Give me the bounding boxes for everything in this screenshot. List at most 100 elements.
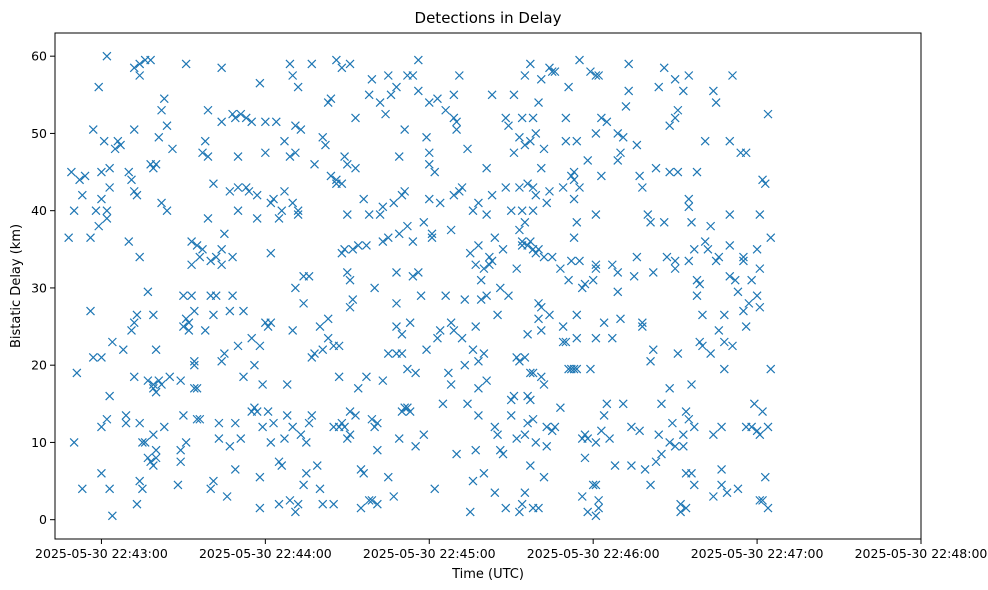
data-point <box>706 349 716 359</box>
data-point <box>80 171 90 181</box>
data-point <box>684 256 694 266</box>
data-point <box>482 163 492 173</box>
data-point <box>547 252 557 262</box>
data-point <box>214 434 224 443</box>
data-point <box>687 380 696 389</box>
data-point <box>596 113 606 123</box>
data-point <box>148 383 158 393</box>
data-point <box>438 399 448 409</box>
y-tick-label: 20 <box>31 358 47 373</box>
data-point <box>700 136 710 146</box>
data-point <box>640 465 650 474</box>
data-point <box>211 291 221 301</box>
data-point <box>501 183 511 192</box>
data-point <box>520 488 530 498</box>
data-point <box>206 256 216 266</box>
data-point <box>561 337 571 347</box>
data-point <box>504 291 513 301</box>
data-point <box>490 233 500 243</box>
data-point <box>517 237 527 247</box>
data-point <box>260 117 270 127</box>
data-point <box>304 418 314 428</box>
data-point <box>293 82 303 92</box>
data-point <box>129 63 139 73</box>
data-point <box>536 302 546 312</box>
data-point <box>692 291 702 301</box>
data-point <box>241 113 251 123</box>
data-point <box>269 418 278 428</box>
data-point <box>572 333 582 343</box>
data-point <box>542 198 552 208</box>
data-point <box>670 264 680 274</box>
data-point <box>94 221 104 231</box>
data-point <box>118 345 128 355</box>
data-point <box>394 229 404 239</box>
data-point <box>340 422 350 432</box>
data-point <box>222 492 232 501</box>
data-point <box>725 136 735 146</box>
data-point <box>449 325 459 335</box>
data-point <box>247 117 257 127</box>
data-point <box>419 217 429 227</box>
data-point <box>192 383 202 393</box>
data-point <box>151 345 161 355</box>
data-point <box>457 183 467 192</box>
data-point <box>517 113 527 123</box>
data-point <box>315 484 325 494</box>
data-point <box>484 260 494 270</box>
x-tick-label: 2025-05-30 22:46:00 <box>527 546 660 561</box>
data-point <box>386 90 396 100</box>
data-point <box>413 55 423 65</box>
x-tick-label: 2025-05-30 22:47:00 <box>691 546 824 561</box>
data-point <box>187 260 197 270</box>
data-point <box>148 163 158 173</box>
data-point <box>545 186 554 196</box>
data-point <box>233 206 243 216</box>
data-point <box>211 252 221 262</box>
data-point <box>566 171 576 181</box>
data-point <box>318 499 328 509</box>
data-point <box>665 121 675 131</box>
data-point <box>255 472 265 482</box>
data-point <box>411 368 421 378</box>
data-point <box>514 183 524 192</box>
data-point <box>569 175 579 185</box>
data-point <box>695 279 705 289</box>
data-point <box>463 399 472 409</box>
x-tick-label: 2025-05-30 22:48:00 <box>855 546 988 561</box>
data-point <box>558 337 568 347</box>
data-point <box>86 306 95 316</box>
data-point <box>217 63 227 73</box>
data-point <box>97 422 106 432</box>
data-point <box>586 67 595 77</box>
data-point <box>700 237 710 247</box>
data-point <box>463 144 472 154</box>
data-point <box>359 468 369 478</box>
data-point <box>402 403 412 413</box>
data-point <box>725 271 735 281</box>
data-point <box>105 183 115 192</box>
y-axis: 0 10 20 30 40 50 60 <box>31 49 55 527</box>
data-point <box>583 507 593 517</box>
data-point <box>381 109 390 119</box>
data-point <box>285 495 295 505</box>
data-point <box>250 360 259 370</box>
data-point <box>280 434 289 443</box>
data-point <box>184 318 194 328</box>
data-point <box>88 353 98 362</box>
data-point <box>454 71 464 80</box>
data-point <box>487 190 497 200</box>
data-point <box>69 438 79 447</box>
data-point <box>758 175 767 185</box>
data-point <box>69 206 79 216</box>
data-point <box>572 217 582 227</box>
data-point <box>572 136 582 146</box>
data-point <box>342 210 352 219</box>
data-point <box>370 283 380 293</box>
data-point <box>730 275 740 285</box>
data-point <box>624 86 634 96</box>
data-point <box>525 237 535 247</box>
data-point <box>632 140 642 150</box>
data-point <box>717 422 726 432</box>
